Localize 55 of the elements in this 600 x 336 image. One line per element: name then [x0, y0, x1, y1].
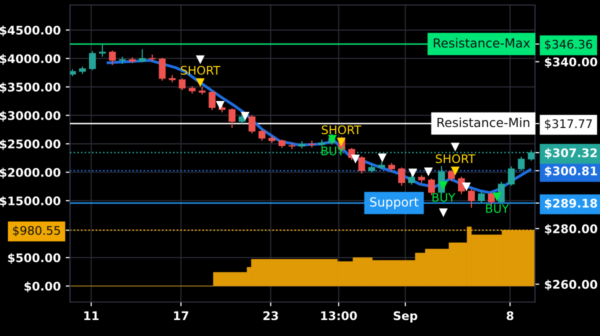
y-tick-label: $289.18 [544, 198, 598, 210]
x-tick-label: Sep [394, 311, 418, 322]
candlestick [518, 156, 525, 172]
y2-tick-label: $4500.00 [0, 26, 60, 36]
candlestick [89, 50, 96, 71]
candlestick [208, 90, 216, 111]
candlestick [498, 181, 505, 204]
ref-line-label: Resistance-Max [434, 38, 530, 48]
x-tick-label: 13:00 [321, 311, 357, 320]
y2-tick-label: $500.00 [8, 253, 60, 264]
y2-tick-label: $0.00 [24, 282, 60, 292]
y-tick-label: $307.32 [544, 148, 597, 159]
y-tick-label: $317.77 [545, 119, 592, 130]
candlestick [238, 113, 246, 124]
candlestick [248, 114, 256, 134]
candlestick [488, 192, 495, 206]
y2-tick-label: $1500.00 [0, 196, 60, 207]
candlestick [228, 108, 236, 128]
ref-line-label: Support [370, 197, 418, 210]
y2-tick-label: $2500.00 [0, 139, 60, 150]
x-tick-label: 11 [84, 311, 99, 320]
candlestick [468, 188, 475, 208]
candlestick [448, 170, 455, 182]
annotation: BUY [322, 146, 344, 156]
candlestick [258, 129, 266, 142]
candlestick [358, 156, 366, 174]
annotation: BUY [432, 193, 456, 202]
y-tick-label: $340.00 [544, 57, 598, 68]
candlestick [138, 48, 146, 63]
y2-tick-label: $3000.00 [0, 110, 60, 122]
candlestick [398, 166, 406, 186]
annotation: SHORT [436, 154, 476, 164]
candlestick [168, 74, 176, 83]
annotation: SHORT [322, 125, 362, 134]
candlestick [508, 166, 515, 186]
candlestick [98, 43, 106, 58]
y-tick-label: $260.00 [544, 280, 598, 290]
x-tick-label: 17 [174, 311, 188, 320]
candlestick [108, 50, 116, 66]
y2-tick-label: $3500.00 [0, 82, 60, 94]
candlestick [158, 57, 166, 82]
x-tick-label: 8 [506, 311, 514, 320]
x-tick-label: 23 [263, 311, 278, 320]
candlestick [478, 190, 485, 204]
y-tick-label: $300.81 [544, 166, 597, 177]
ref-line-label: Resistance-Min [438, 118, 530, 128]
annotation: BUY [486, 204, 509, 213]
y2-tick-label: $980.55 [13, 226, 60, 236]
candlestick [148, 54, 156, 62]
candlestick [178, 78, 186, 91]
y-tick-label: $280.00 [544, 224, 598, 235]
y2-tick-label: $2000.00 [0, 168, 60, 178]
candlestick [458, 176, 465, 195]
y-tick-label: $346.36 [545, 40, 592, 50]
y2-tick-label: $4000.00 [0, 54, 60, 65]
